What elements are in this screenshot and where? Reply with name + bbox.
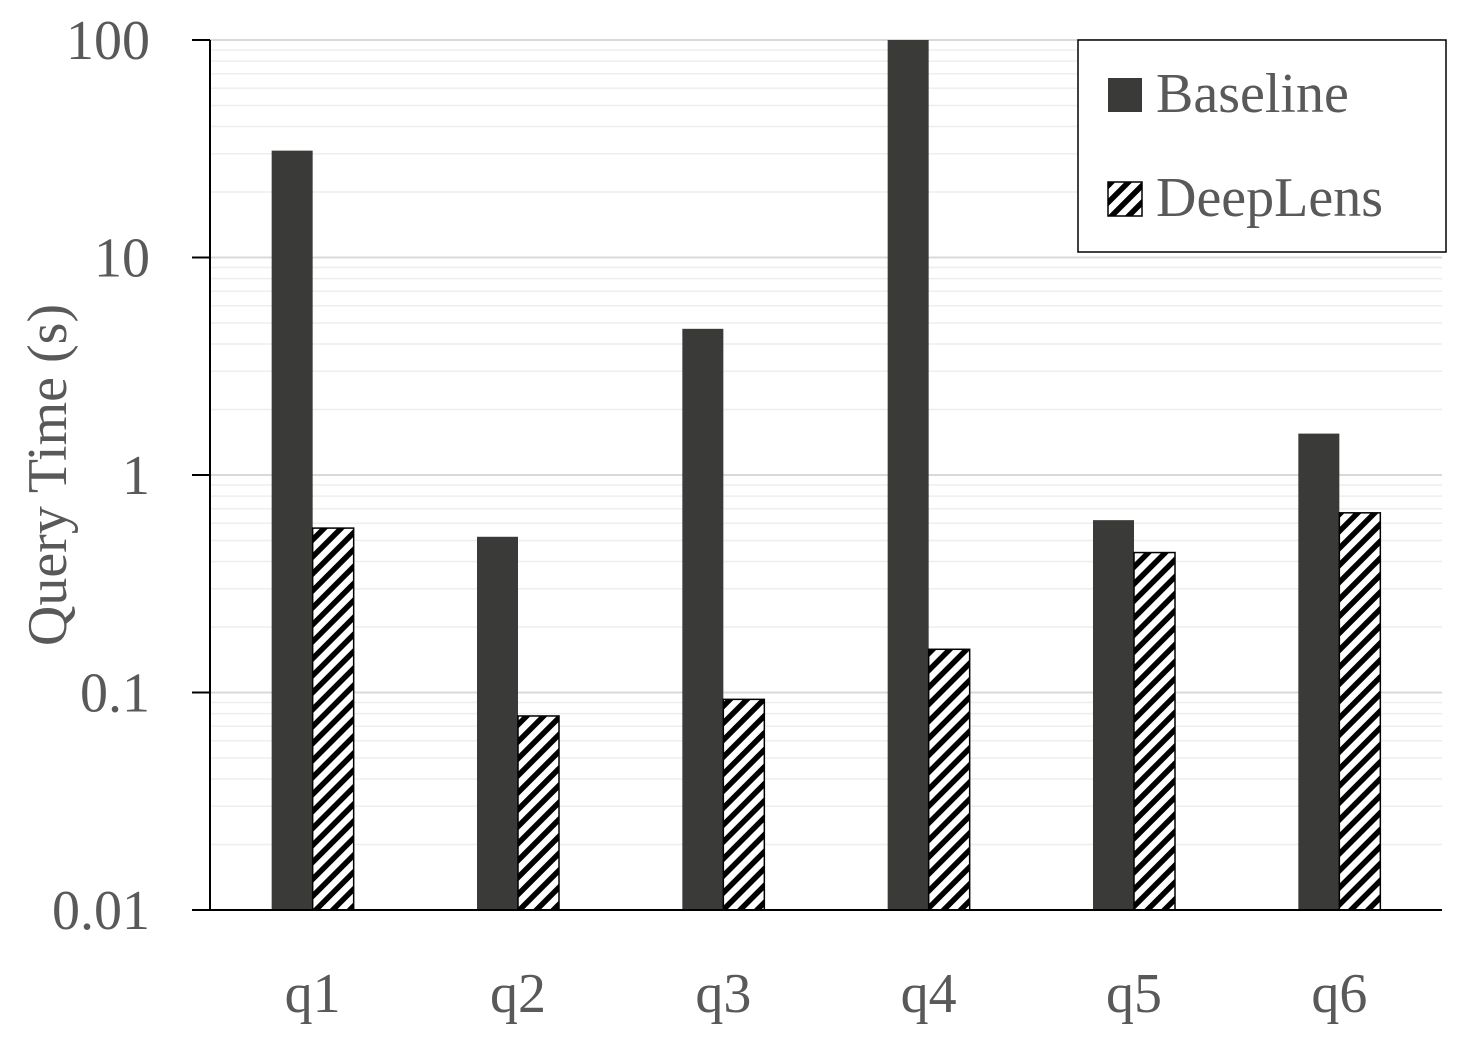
bar-baseline-q1 xyxy=(271,150,313,910)
x-tick-label: q5 xyxy=(1106,963,1162,1025)
bars xyxy=(271,40,1382,911)
y-tick-label: 0.1 xyxy=(80,663,150,725)
y-tick-label: 10 xyxy=(94,228,150,290)
x-tick-label: q1 xyxy=(285,963,341,1025)
x-tick-label: q4 xyxy=(901,963,957,1025)
axes xyxy=(192,39,1442,911)
y-tick-label: 100 xyxy=(66,10,150,72)
legend-box xyxy=(1077,39,1447,253)
y-axis-title: Query Time (s) xyxy=(17,304,79,646)
legend-label-deeplens: DeepLens xyxy=(1156,167,1383,229)
bar-deeplens-q3 xyxy=(722,698,766,911)
x-tick-label: q2 xyxy=(490,963,546,1025)
bar-deeplens-q2 xyxy=(517,715,560,911)
y-tick-label: 0.01 xyxy=(52,880,150,942)
y-tick-label: 1 xyxy=(122,445,150,507)
bar-baseline-q3 xyxy=(682,328,724,910)
bar-deeplens-q6 xyxy=(1338,512,1382,911)
x-tick-label: q3 xyxy=(695,963,751,1025)
legend-swatch-baseline xyxy=(1108,78,1142,112)
bar-baseline-q2 xyxy=(477,536,518,910)
legend: Baseline DeepLens xyxy=(1077,39,1447,253)
legend-swatch-deeplens xyxy=(1107,181,1143,217)
bar-baseline-q4 xyxy=(887,40,929,910)
legend-label-baseline: Baseline xyxy=(1156,63,1349,125)
bar-deeplens-q4 xyxy=(927,648,971,911)
bar-deeplens-q5 xyxy=(1133,551,1176,911)
bar-baseline-q6 xyxy=(1298,433,1340,910)
tick-labels: 0.01 0.1 1 10 100 q1 q2 q3 q4 q5 q6 xyxy=(52,10,1367,1025)
x-tick-label: q6 xyxy=(1311,963,1367,1025)
bar-deeplens-q1 xyxy=(311,527,355,911)
bar-baseline-q5 xyxy=(1093,520,1134,910)
